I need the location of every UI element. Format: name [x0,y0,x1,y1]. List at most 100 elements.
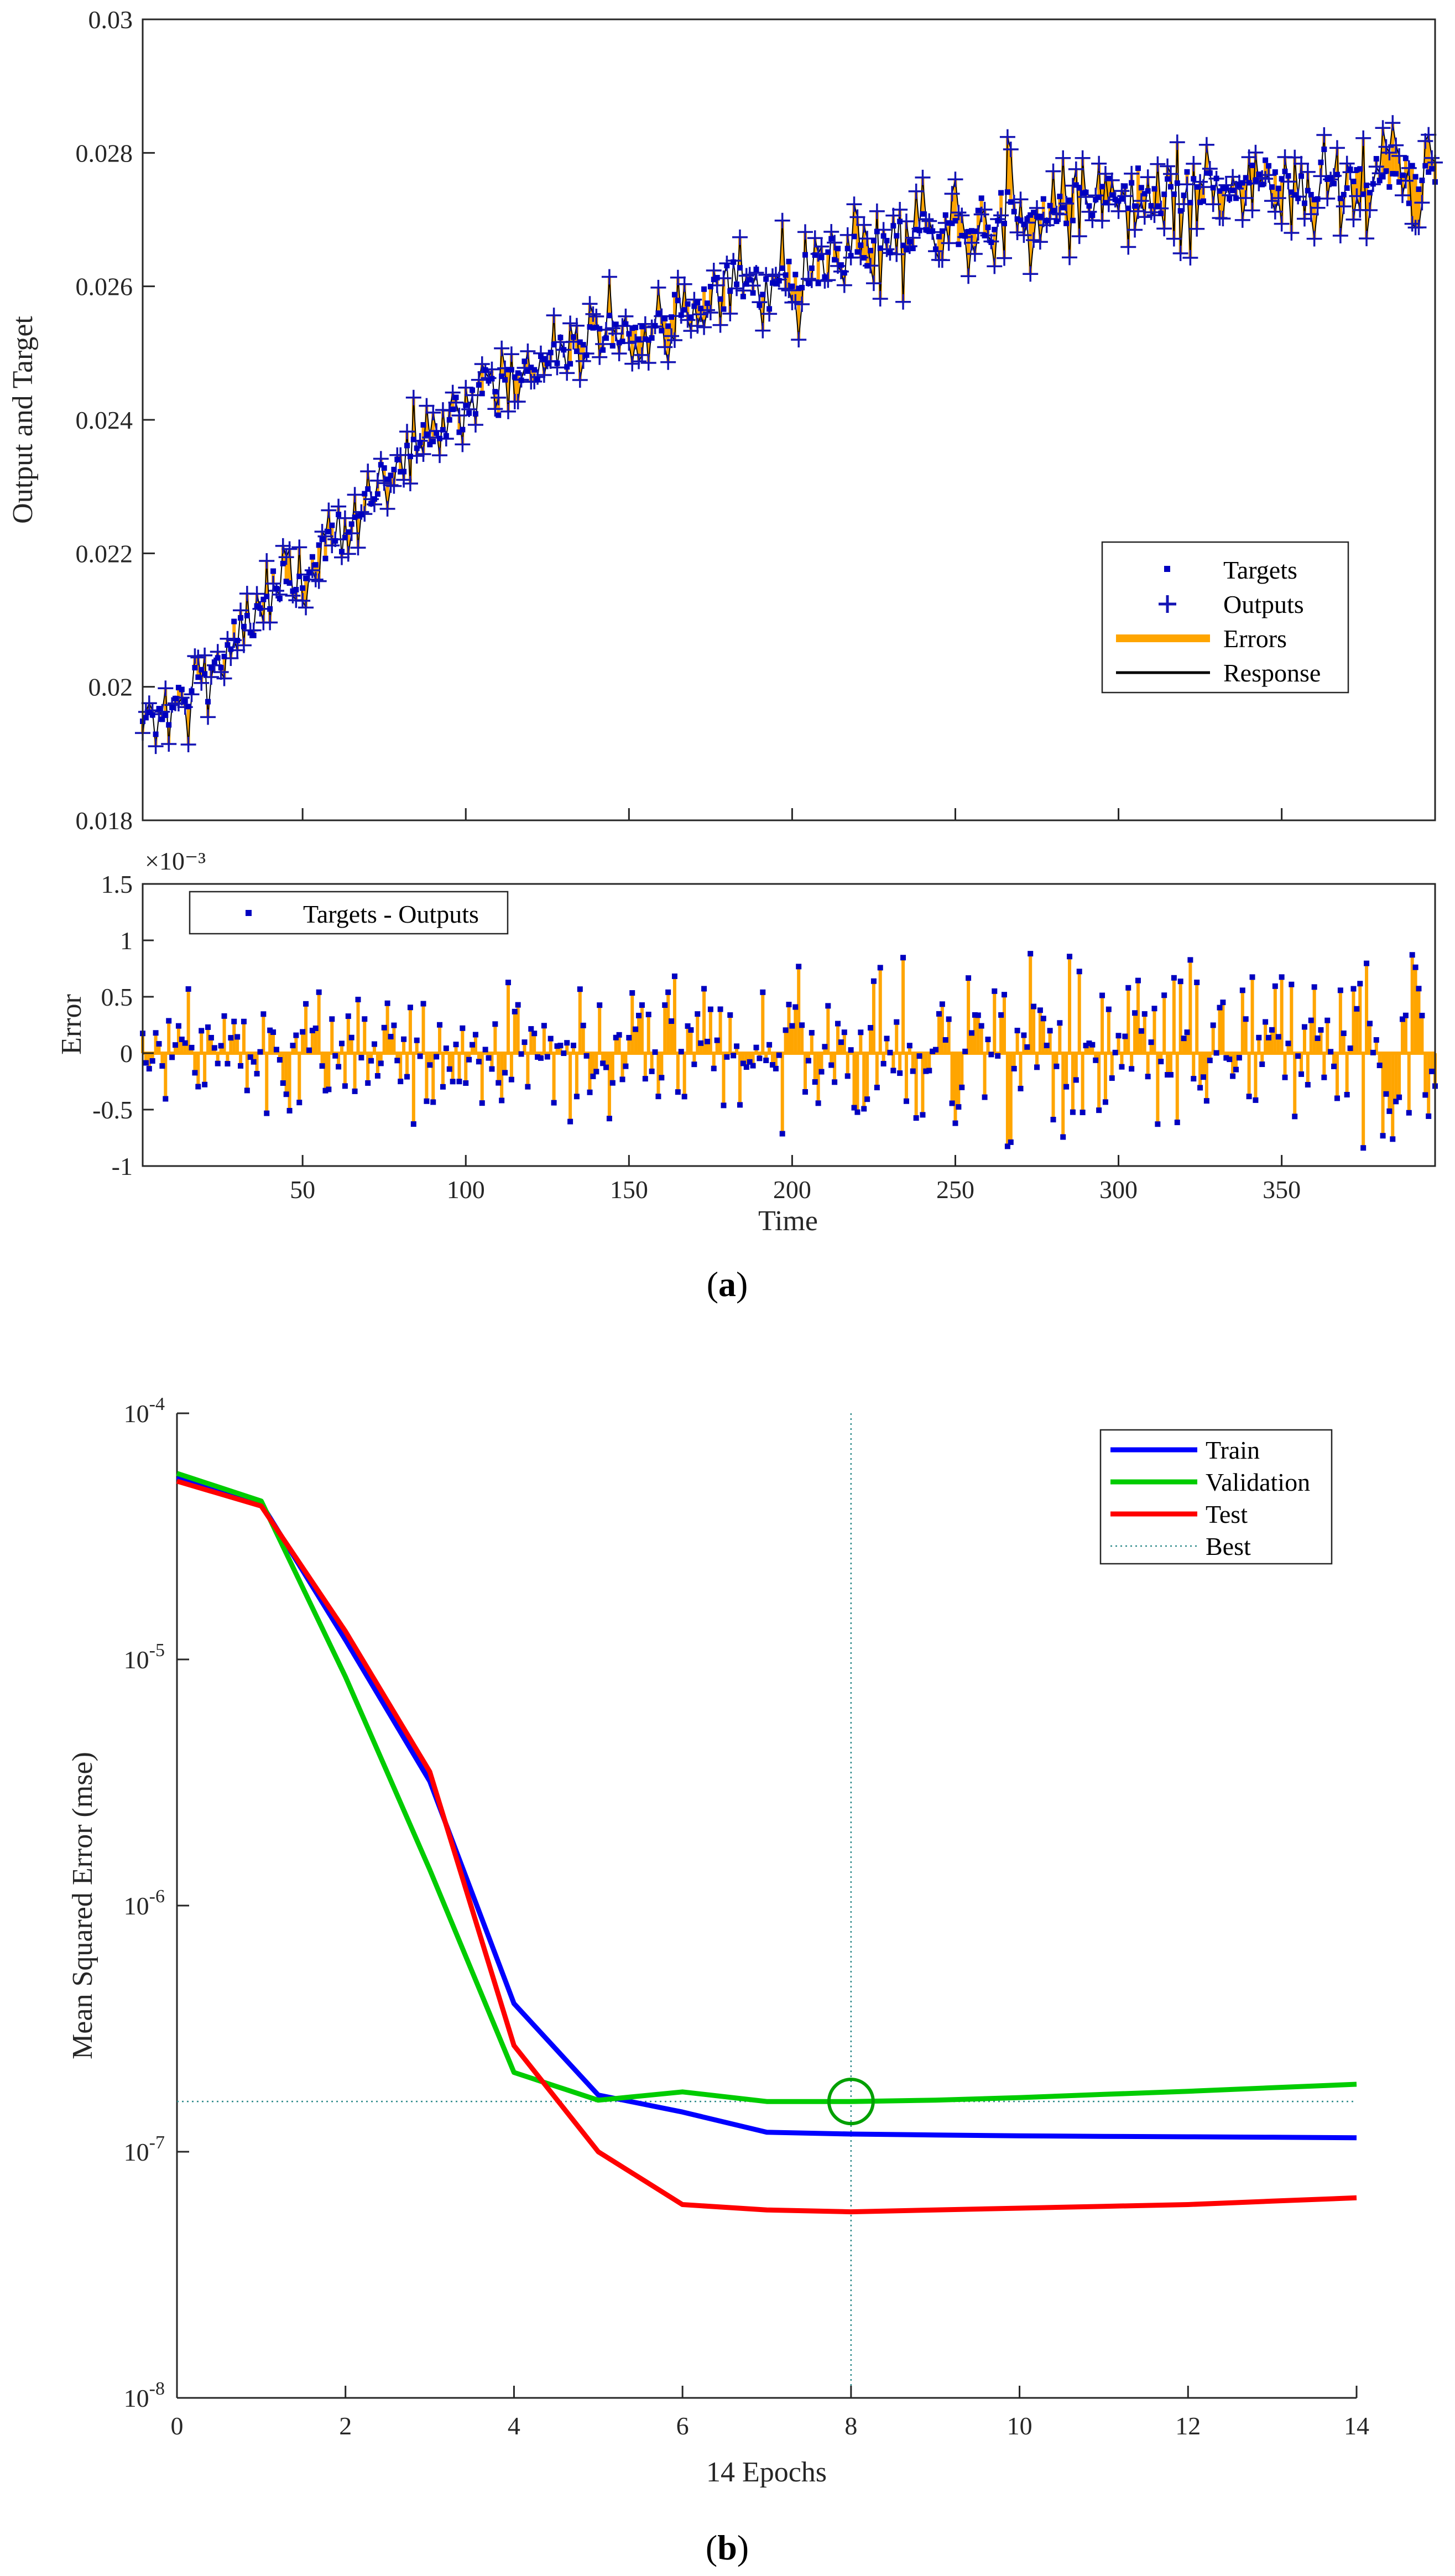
output-point [1205,196,1221,212]
output-point [376,475,392,491]
target-point [231,618,237,625]
output-point [865,275,882,292]
target-point [675,298,681,304]
output-point [1287,149,1303,165]
target-point [215,655,221,661]
output-point [572,372,588,388]
error-point [877,965,883,971]
target-point [1233,195,1239,201]
error-point [159,1063,165,1069]
error-point [1024,1044,1030,1050]
error-point [1239,987,1245,993]
target-point [247,629,253,636]
target-point [1151,186,1157,192]
error-point [734,1043,740,1049]
target-point [691,303,697,309]
target-point [1396,179,1402,185]
error-point [1380,1133,1386,1139]
target-point [1083,189,1089,195]
error-point [525,1084,531,1090]
target-point [1390,171,1396,177]
target-point [508,367,514,373]
error-point [156,1041,162,1047]
error-point [1063,1084,1070,1090]
panel-b-xtick-label: 6 [676,2412,689,2440]
output-point [161,736,177,752]
error-point [205,1024,211,1030]
target-point [251,632,257,638]
target-point [1230,188,1236,194]
error-point [1331,1063,1337,1069]
target-point [1171,191,1177,197]
output-point [1244,202,1260,218]
target-point [309,554,315,560]
error-point [231,1018,237,1024]
error-point [280,1080,286,1086]
error-point [300,1029,306,1035]
error-point [296,1100,303,1106]
error-point [695,1011,701,1017]
error-point [319,1063,325,1069]
output-point [321,502,337,518]
error-point [394,1058,400,1064]
target-point [724,263,730,269]
target-point [1063,220,1070,226]
target-point [743,281,749,287]
output-point [402,476,418,492]
target-point [1328,175,1334,181]
error-point [671,973,677,979]
output-point [386,478,402,494]
target-point [616,340,622,346]
error-point [655,1094,661,1100]
error-point [472,1032,478,1038]
target-point [280,560,286,566]
target-point [398,469,404,475]
error-point [420,1001,426,1007]
target-point [910,246,916,252]
error-point [828,1062,835,1068]
target-point [254,603,260,609]
error-point [505,980,511,986]
target-point [1334,171,1340,178]
error-point [573,1094,580,1100]
caption-a: (a) [707,1264,748,1304]
error-point [942,1037,948,1043]
output-point [1009,225,1025,241]
target-point [1014,216,1020,222]
target-point [489,376,495,382]
output-point [1071,228,1087,244]
error-point [936,1011,942,1017]
error-point [208,1034,214,1040]
error-point [913,1115,919,1121]
target-point [401,469,407,475]
target-point [633,324,639,330]
error-point [499,1097,505,1104]
error-point [1191,1076,1197,1082]
target-point [717,296,723,302]
output-point [520,344,536,360]
target-point [597,326,603,332]
error-point [1011,1065,1017,1071]
error-point [916,1053,922,1059]
error-point [1334,1095,1340,1101]
error-point [1132,1010,1138,1016]
error-point [1034,1064,1040,1070]
error-point [590,1073,596,1079]
target-point [747,277,753,283]
error-point [897,1070,903,1076]
target-point [1419,178,1425,184]
error-point [766,1042,773,1048]
target-point [1416,186,1422,192]
error-point [531,1031,538,1037]
error-point [841,1029,847,1035]
target-point [942,212,948,218]
error-point [884,1035,890,1042]
error-point [1109,1075,1115,1081]
error-ytick-label: 0 [120,1039,133,1068]
target-point [870,238,877,244]
error-point [685,1023,691,1029]
error-point [365,1080,371,1086]
error-point [1246,1094,1252,1100]
target-point [1364,183,1370,189]
target-point [1295,195,1301,201]
